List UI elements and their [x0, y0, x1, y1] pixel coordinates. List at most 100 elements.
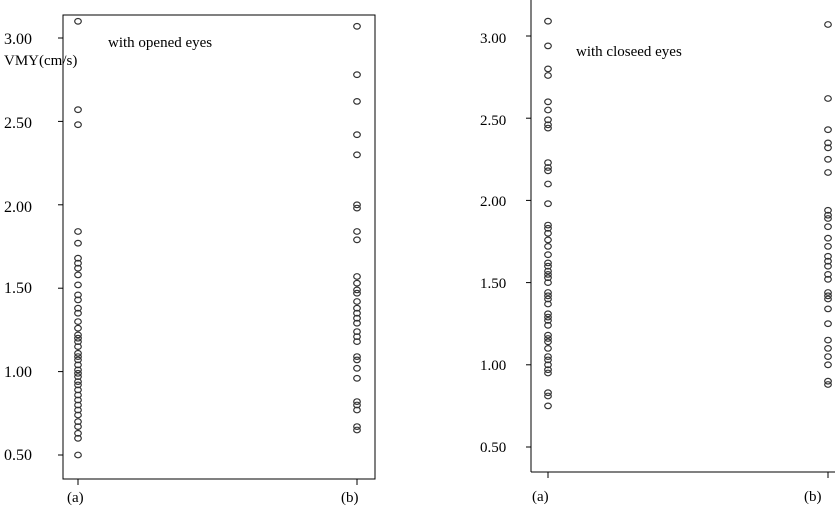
- data-point: [824, 95, 832, 102]
- y-tick-label: 1.50: [4, 280, 32, 297]
- data-point: [74, 17, 82, 25]
- data-point: [544, 242, 552, 250]
- data-point: [544, 402, 552, 410]
- data-point: [544, 369, 552, 377]
- data-point: [353, 204, 361, 212]
- data-points: [74, 17, 361, 459]
- y-tick-label: 1.00: [480, 358, 506, 374]
- data-point: [824, 361, 832, 369]
- y-tick-labels: 3.00 2.50 2.00 1.50 1.00 0.50: [4, 31, 32, 464]
- data-point: [74, 318, 82, 326]
- data-point: [353, 374, 361, 382]
- data-point: [544, 159, 552, 167]
- y-tick-label: 2.50: [4, 115, 32, 132]
- data-point: [544, 106, 552, 114]
- data-point: [544, 267, 552, 275]
- data-point: [824, 126, 832, 134]
- chart-panel-opened-eyes: with opened eyes VMY(cm/s) 3.00 2.50 2.0…: [4, 14, 376, 506]
- data-point: [353, 356, 361, 364]
- data-point: [74, 434, 82, 442]
- y-tick-label: 2.00: [480, 194, 506, 210]
- data-point: [353, 353, 361, 361]
- data-point: [824, 169, 832, 176]
- data-point: [74, 296, 82, 304]
- data-point: [544, 72, 552, 79]
- data-point: [544, 338, 552, 346]
- data-point: [544, 274, 552, 282]
- chart-panel-closed-eyes: with closeed eyes 3.00 2.50 2.00 1.50 1.…: [480, 0, 835, 505]
- data-point: [544, 121, 552, 129]
- data-point: [544, 236, 552, 244]
- data-point: [353, 273, 361, 280]
- data-point: [824, 336, 832, 344]
- data-point: [544, 335, 552, 342]
- data-point: [353, 289, 361, 297]
- data-point: [74, 366, 82, 374]
- data-point: [544, 200, 552, 208]
- data-point: [74, 324, 82, 332]
- data-point: [353, 398, 361, 406]
- chart-annotation: with closeed eyes: [576, 44, 682, 60]
- data-point: [544, 221, 552, 229]
- data-point: [544, 317, 552, 324]
- x-tick-label: (a): [67, 490, 84, 506]
- data-point: [74, 228, 82, 235]
- data-point: [544, 98, 552, 106]
- data-point: [824, 345, 832, 352]
- data-point: [824, 289, 832, 296]
- data-point: [74, 411, 82, 419]
- data-point: [353, 338, 361, 346]
- data-point: [544, 345, 552, 352]
- data-point: [353, 228, 361, 235]
- x-tick-label: (b): [804, 489, 822, 505]
- data-point: [74, 264, 82, 272]
- data-point: [353, 201, 361, 209]
- data-point: [353, 71, 361, 79]
- data-point: [544, 321, 552, 329]
- data-point: [824, 275, 832, 283]
- x-tick-label: (b): [341, 490, 359, 506]
- data-point: [353, 22, 361, 30]
- data-point: [74, 271, 82, 279]
- data-point: [74, 349, 82, 357]
- data-point: [544, 279, 552, 287]
- data-point: [353, 319, 361, 327]
- data-point: [74, 121, 82, 129]
- data-point: [353, 236, 361, 244]
- data-point: [824, 292, 832, 300]
- data-point: [74, 343, 82, 351]
- data-point: [824, 139, 832, 147]
- y-tick-label: 1.00: [4, 364, 32, 381]
- data-point: [353, 406, 361, 414]
- data-point: [544, 180, 552, 188]
- data-point: [544, 259, 552, 267]
- data-point: [353, 298, 361, 305]
- data-point: [544, 124, 552, 132]
- data-point: [74, 309, 82, 317]
- data-point: [353, 97, 361, 105]
- data-point: [74, 239, 82, 247]
- data-point: [824, 353, 832, 361]
- data-point: [544, 289, 552, 296]
- data-point: [544, 229, 552, 237]
- data-point: [824, 211, 832, 219]
- data-point: [353, 364, 361, 372]
- data-points: [544, 17, 832, 410]
- chart-annotation: with opened eyes: [108, 35, 212, 51]
- data-point: [544, 361, 552, 369]
- data-point: [74, 331, 82, 339]
- data-point: [544, 310, 552, 318]
- data-point: [544, 65, 552, 73]
- data-point: [824, 262, 832, 270]
- data-point: [544, 164, 552, 171]
- data-point: [824, 215, 832, 222]
- plot-frame: [62, 14, 376, 480]
- data-point: [824, 271, 832, 278]
- data-point: [824, 21, 832, 28]
- data-point: [824, 242, 832, 250]
- data-point: [544, 353, 552, 361]
- x-tick-labels: (a) (b): [67, 490, 359, 506]
- data-point: [544, 251, 552, 259]
- data-point: [544, 262, 552, 270]
